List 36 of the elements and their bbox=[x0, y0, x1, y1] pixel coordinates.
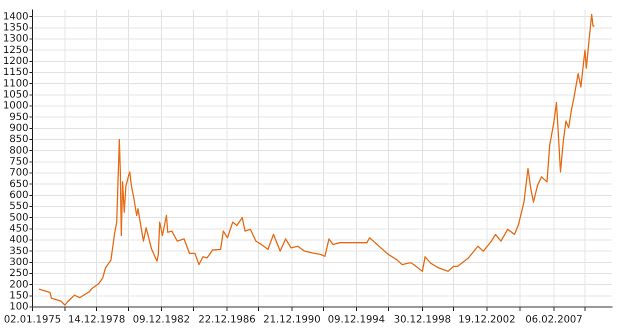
y-tick-label: 1000 bbox=[2, 100, 28, 112]
x-tick-label: 14.12.1978 bbox=[68, 314, 126, 326]
x-tick-label: 19.12.2002 bbox=[458, 314, 516, 326]
y-tick-label: 400 bbox=[9, 234, 28, 246]
y-tick-label: 600 bbox=[9, 190, 28, 201]
y-tick-label: 950 bbox=[9, 112, 28, 123]
y-tick-label: 800 bbox=[9, 145, 28, 156]
y-tick-label: 1350 bbox=[2, 22, 28, 34]
y-tick-label: 100 bbox=[9, 302, 28, 313]
x-tick-label: 21.12.1990 bbox=[263, 314, 321, 326]
y-tick-label: 300 bbox=[9, 256, 28, 268]
y-tick-label: 850 bbox=[9, 134, 28, 146]
y-tick-label: 1200 bbox=[2, 56, 28, 67]
y-tick-label: 450 bbox=[9, 223, 28, 234]
y-tick-label: 1300 bbox=[2, 34, 28, 45]
y-tick-label: 200 bbox=[9, 279, 28, 290]
x-tick-label: 09.12.1982 bbox=[132, 314, 190, 326]
x-tick-label: 30.12.1998 bbox=[394, 314, 451, 326]
y-tick-label: 550 bbox=[9, 201, 28, 212]
x-tick-label: 06.02.2007 bbox=[525, 314, 583, 326]
y-tick-label: 1150 bbox=[2, 67, 28, 78]
y-tick-label: 1400 bbox=[2, 11, 28, 22]
y-tick-label: 500 bbox=[9, 212, 28, 224]
x-tick-label: 02.01.1975 bbox=[4, 314, 62, 326]
y-tick-label: 1050 bbox=[2, 89, 28, 100]
x-tick-label: 09.12.1994 bbox=[328, 314, 386, 326]
y-tick-label: 250 bbox=[9, 268, 28, 280]
y-tick-label: 700 bbox=[9, 168, 28, 179]
y-tick-label: 900 bbox=[9, 122, 28, 134]
y-tick-label: 750 bbox=[9, 156, 28, 168]
y-tick-label: 1250 bbox=[2, 44, 28, 56]
y-tick-label: 150 bbox=[9, 290, 28, 302]
y-tick-label: 350 bbox=[9, 246, 28, 257]
y-tick-label: 650 bbox=[9, 178, 28, 190]
x-tick-label: 22.12.1986 bbox=[198, 314, 256, 326]
y-tick-label: 1100 bbox=[2, 78, 28, 90]
